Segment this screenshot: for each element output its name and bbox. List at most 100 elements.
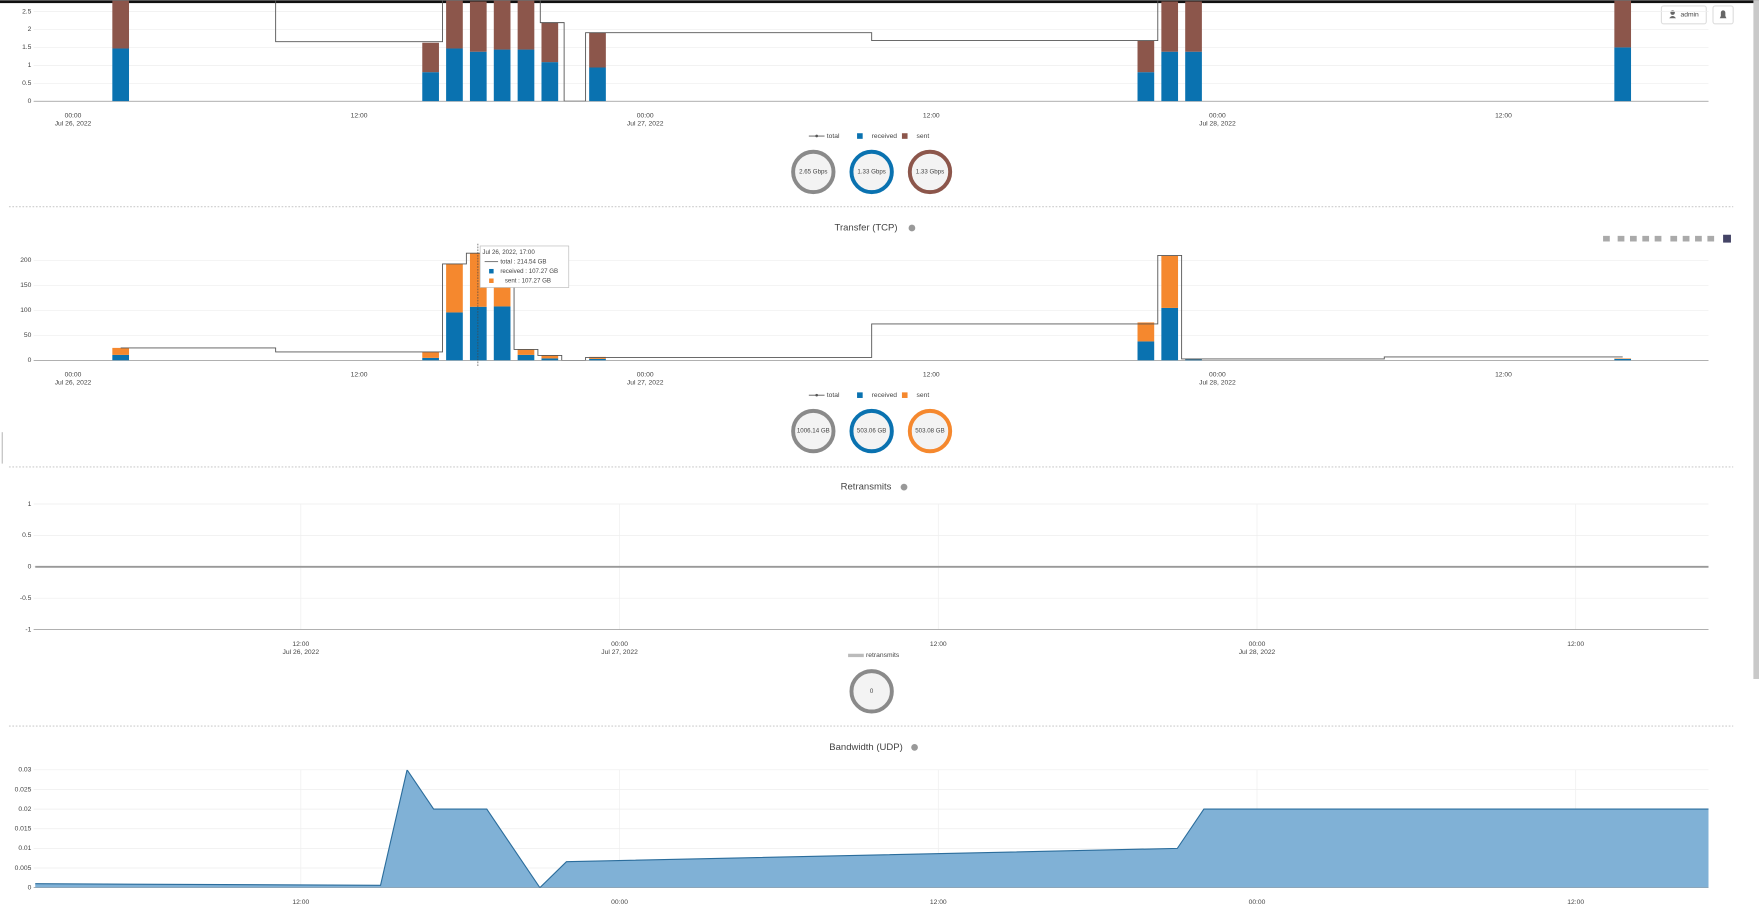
gauge-label: 1006.14 GB (797, 428, 830, 435)
plot (112, 0, 1632, 102)
toolbar-icon[interactable] (1695, 235, 1702, 242)
y-tick-label: 2.5 (22, 8, 32, 15)
y-tick-label: 0.5 (22, 532, 32, 539)
help-icon[interactable] (911, 744, 918, 751)
x-tick-label: 12:00 (292, 641, 309, 648)
bar (1137, 40, 1155, 73)
bar (1161, 1, 1179, 52)
x-tick-label: 12:00 (351, 113, 368, 120)
x-tick-label: 12:00 (923, 372, 940, 379)
bar (1161, 51, 1179, 102)
legend-swatch (901, 133, 908, 139)
bar (1161, 307, 1179, 361)
bar (541, 355, 559, 359)
x-tick-date: Jul 26, 2022 (283, 649, 320, 656)
x-tick-label: 00:00 (611, 899, 628, 906)
x-tick-date: Jul 28, 2022 (1239, 649, 1276, 656)
y-tick-label: 200 (20, 257, 31, 264)
toolbar-icon[interactable] (1707, 235, 1715, 242)
bar (589, 356, 606, 359)
y-tick-label: 0.01 (18, 845, 31, 852)
gauge-label: 1.33 Gbps (916, 169, 944, 176)
gauge-label: 0 (870, 688, 874, 695)
x-tick-label: 12:00 (1495, 113, 1512, 120)
y-tick-label: 0.015 (15, 826, 32, 833)
toolbar-icon[interactable] (1723, 234, 1731, 243)
x-tick-label: 00:00 (65, 113, 82, 120)
toolbar-icon[interactable] (1629, 235, 1637, 242)
legend-swatch (857, 392, 863, 398)
y-tick-label: 0 (28, 98, 32, 105)
gauge (849, 669, 894, 714)
toolbar-icon[interactable] (1654, 235, 1662, 242)
help-icon[interactable] (908, 224, 916, 232)
y-tick-label: 1.5 (22, 44, 32, 51)
chart-title: Bandwidth (UDP) (829, 742, 903, 753)
top-bar (0, 0, 1759, 4)
plot (112, 252, 1632, 361)
bell-icon (1719, 10, 1727, 19)
y-tick-label: 0.005 (15, 865, 32, 872)
legend-label: total (827, 133, 840, 140)
tooltip-row: sent : 107.27 GB (505, 277, 551, 284)
gauge-label: 503.08 GB (915, 428, 944, 435)
user-icon (1669, 15, 1676, 19)
y-tick-label: 150 (20, 282, 31, 289)
toolbar-icon[interactable] (1682, 235, 1690, 242)
bar (469, 306, 487, 361)
bar (446, 0, 463, 49)
bar (541, 358, 559, 361)
legend-label: total (827, 392, 840, 399)
bar (493, 49, 511, 102)
user-icon (1670, 10, 1675, 15)
bar (112, 354, 130, 361)
x-tick-date: Jul 27, 2022 (601, 649, 638, 656)
x-tick-label: 12:00 (292, 899, 309, 906)
area-line (35, 769, 1709, 888)
bar (469, 1, 487, 52)
toolbar-icon[interactable] (1642, 235, 1650, 242)
bar (1614, 358, 1632, 361)
x-tick-label: 00:00 (65, 372, 82, 379)
x-tick-label: 00:00 (637, 372, 654, 379)
bar (469, 51, 487, 102)
bar (517, 354, 535, 361)
x-tick-label: 00:00 (1209, 113, 1226, 120)
tooltip-swatch (489, 268, 494, 274)
tooltip-row: total : 214.54 GB (500, 258, 546, 265)
bar (422, 351, 439, 358)
scrollbar[interactable] (1753, 0, 1759, 679)
tooltip (479, 245, 570, 288)
bar (1185, 359, 1202, 361)
toolbar-icon[interactable] (1670, 235, 1678, 242)
y-tick-label: -0.5 (20, 595, 32, 602)
legend-label: retransmits (866, 652, 900, 659)
bar (1137, 341, 1155, 361)
bar (422, 72, 439, 102)
x-tick-label: 12:00 (930, 641, 947, 648)
x-tick-label: 12:00 (1495, 372, 1512, 379)
bar (589, 67, 606, 102)
x-tick-label: 00:00 (637, 113, 654, 120)
legend-swatch (857, 133, 863, 139)
toolbar-icon[interactable] (1617, 235, 1625, 242)
tooltip-title: Jul 26, 2022, 17:00 (482, 249, 535, 256)
legend-swatch (901, 392, 908, 398)
gauge (791, 149, 836, 195)
bar (1614, 0, 1632, 48)
help-icon[interactable] (900, 483, 908, 491)
x-tick-label: 12:00 (1567, 641, 1584, 648)
bar (1137, 72, 1155, 102)
bar (541, 22, 559, 63)
y-tick-label: 0.02 (18, 806, 31, 813)
x-tick-label: 00:00 (611, 641, 628, 648)
toolbar-icon[interactable] (1603, 235, 1610, 242)
bar (1161, 255, 1179, 308)
x-tick-label: 00:00 (1209, 372, 1226, 379)
x-tick-date: Jul 26, 2022 (55, 380, 92, 387)
legend-swatch (815, 393, 819, 397)
x-tick-date: Jul 27, 2022 (627, 380, 664, 387)
bar (422, 357, 439, 361)
x-tick-label: 12:00 (1567, 899, 1584, 906)
